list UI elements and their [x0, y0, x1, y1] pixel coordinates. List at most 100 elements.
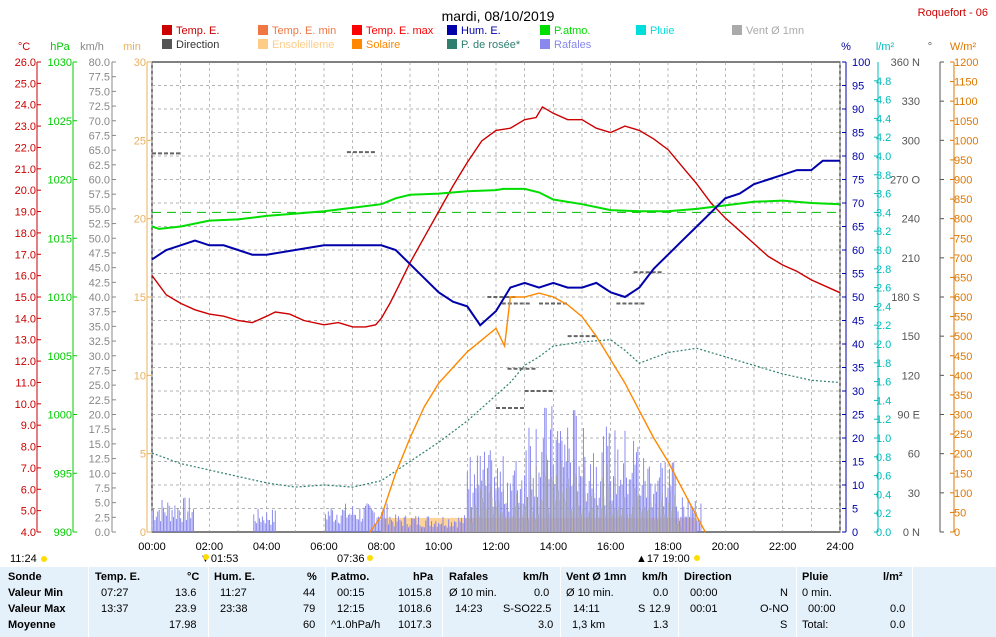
x-tick-label: 16:00 [597, 541, 625, 553]
axis-tick-temp: 22.0 [15, 142, 36, 154]
max-dir-time: 00:01 [690, 603, 718, 615]
axis-tick-solar: 1200 [954, 57, 978, 69]
header-rain-unit: l/m² [883, 571, 903, 583]
min-hum-time: 11:27 [220, 587, 247, 599]
axis-tick-solar: 1100 [954, 96, 978, 108]
axis-tick-rain: 1.0 [876, 433, 891, 445]
axis-tick-press: 1005 [48, 351, 72, 363]
axis-tick-dir: 270 O [890, 175, 920, 187]
header-hum: Hum. E. [214, 571, 255, 583]
axis-unit-wind: km/h [80, 41, 104, 53]
axis-tick-hum: 65 [852, 222, 864, 234]
header-wind: Vent Ø 1mn [566, 571, 627, 583]
axis-tick-temp: 15.0 [15, 292, 36, 304]
axis-tick-temp: 23.0 [15, 121, 36, 133]
axis-tick-wind: 2.5 [95, 512, 110, 524]
axis-tick-wind: 17.5 [89, 424, 110, 436]
axis-tick-temp: 25.0 [15, 78, 36, 90]
axis-tick-sun: 30 [134, 57, 146, 69]
axis-tick-temp: 11.0 [15, 377, 36, 389]
axis-tick-press: 995 [54, 468, 72, 480]
axis-tick-rain: 2.8 [876, 264, 891, 276]
legend-label: Temp. E. [176, 25, 219, 37]
axis-tick-solar: 50 [954, 507, 966, 519]
max-gust-val: 22.5 [530, 603, 552, 615]
min-wind-time: Ø 10 min. [566, 587, 614, 599]
axis-tick-solar: 350 [954, 390, 972, 402]
max-gust-time: 14:23 [455, 603, 483, 615]
axis-tick-sun: 25 [134, 135, 146, 147]
axis-tick-rain: 4.2 [876, 132, 891, 144]
axis-tick-wind: 7.5 [95, 483, 110, 495]
min-rain-time: 0 min. [802, 587, 832, 599]
x-tick-label: 00:00 [138, 541, 166, 553]
header-sonde: Sonde [8, 571, 42, 583]
axis-tick-hum: 60 [852, 245, 864, 257]
avg-press-trend: ^1.0hPa/h [331, 619, 381, 631]
axis-tick-solar: 300 [954, 410, 972, 422]
axis-tick-temp: 4.0 [21, 527, 36, 539]
max-label: Valeur Max [8, 603, 66, 615]
axis-tick-wind: 0.0 [95, 527, 110, 539]
max-wind-dir: S [638, 603, 646, 615]
axis-tick-solar: 650 [954, 272, 972, 284]
max-press-val: 1018.6 [398, 603, 432, 615]
stats-avg-row: Moyenne 17.98 60 ^1.0hPa/h 1017.3 3.0 1,… [0, 619, 996, 635]
x-tick-label: 08:00 [368, 541, 396, 553]
axis-tick-dir: 360 N [891, 57, 920, 69]
legend-label: Hum. E. [461, 25, 501, 37]
header-dir: Direction [684, 571, 732, 583]
max-dir-val: O-NO [760, 603, 789, 615]
axis-tick-hum: 80 [852, 151, 864, 163]
axis-tick-solar: 950 [954, 155, 972, 167]
legend-swatch [352, 39, 362, 49]
header-hum-unit: % [307, 571, 317, 583]
axis-tick-solar: 500 [954, 331, 972, 343]
axis-tick-dir: 90 E [897, 410, 920, 422]
legend-label: Ensoleilleme [272, 39, 334, 51]
x-tick-label: 14:00 [540, 541, 568, 553]
series-line [151, 187, 841, 230]
axis-tick-hum: 0 [852, 527, 858, 539]
axis-tick-solar: 600 [954, 292, 972, 304]
axis-unit-press: hPa [50, 41, 70, 53]
axis-tick-rain: 4.8 [876, 76, 891, 88]
marker-time-label: 11:24 [10, 553, 37, 565]
axis-tick-rain: 3.0 [876, 245, 891, 257]
sunrise-label: 07:36 [337, 553, 365, 565]
stats-table: Sonde Temp. E. °C Hum. E. % P.atmo. hPa … [0, 567, 996, 637]
max-wind-time: 14:11 [573, 603, 600, 615]
min-gust-val: 0.0 [534, 587, 550, 599]
header-temp: Temp. E. [95, 571, 141, 583]
x-tick-label: 24:00 [826, 541, 854, 553]
axis-tick-wind: 55.0 [89, 204, 110, 216]
axis-tick-wind: 20.0 [89, 410, 110, 422]
axis-tick-press: 990 [54, 527, 72, 539]
axis-tick-wind: 62.5 [89, 160, 110, 172]
axis-tick-hum: 70 [852, 198, 864, 210]
axis-tick-hum: 10 [852, 480, 864, 492]
axis-unit-temp: °C [18, 41, 30, 53]
axis-tick-hum: 15 [852, 457, 864, 469]
max-gust-dir: S-SO [503, 603, 530, 615]
min-label: Valeur Min [8, 587, 64, 599]
axis-unit-sun: min [123, 41, 141, 53]
axis-tick-solar: 150 [954, 468, 972, 480]
axis-tick-rain: 0.0 [876, 527, 891, 539]
axis-tick-solar: 1050 [954, 116, 978, 128]
legend-swatch [258, 39, 268, 49]
min-wind-val: 0.0 [653, 587, 669, 599]
header-rain: Pluie [802, 571, 829, 583]
avg-hum-val: 60 [303, 619, 316, 631]
axis-tick-temp: 13.0 [15, 335, 36, 347]
axis-tick-hum: 85 [852, 128, 864, 140]
axis-tick-sun: 15 [134, 292, 146, 304]
legend-label: Vent Ø 1mn [746, 25, 804, 37]
axis-tick-temp: 10.0 [15, 399, 36, 411]
axis-tick-temp: 16.0 [15, 271, 36, 283]
x-tick-label: 22:00 [769, 541, 797, 553]
axis-tick-solar: 450 [954, 351, 972, 363]
avg-dir-val: S [780, 619, 788, 631]
weather-chart: mardi, 08/10/2019 Roquefort - 06 Temp. E… [10, 7, 988, 565]
axis-tick-hum: 50 [852, 292, 864, 304]
